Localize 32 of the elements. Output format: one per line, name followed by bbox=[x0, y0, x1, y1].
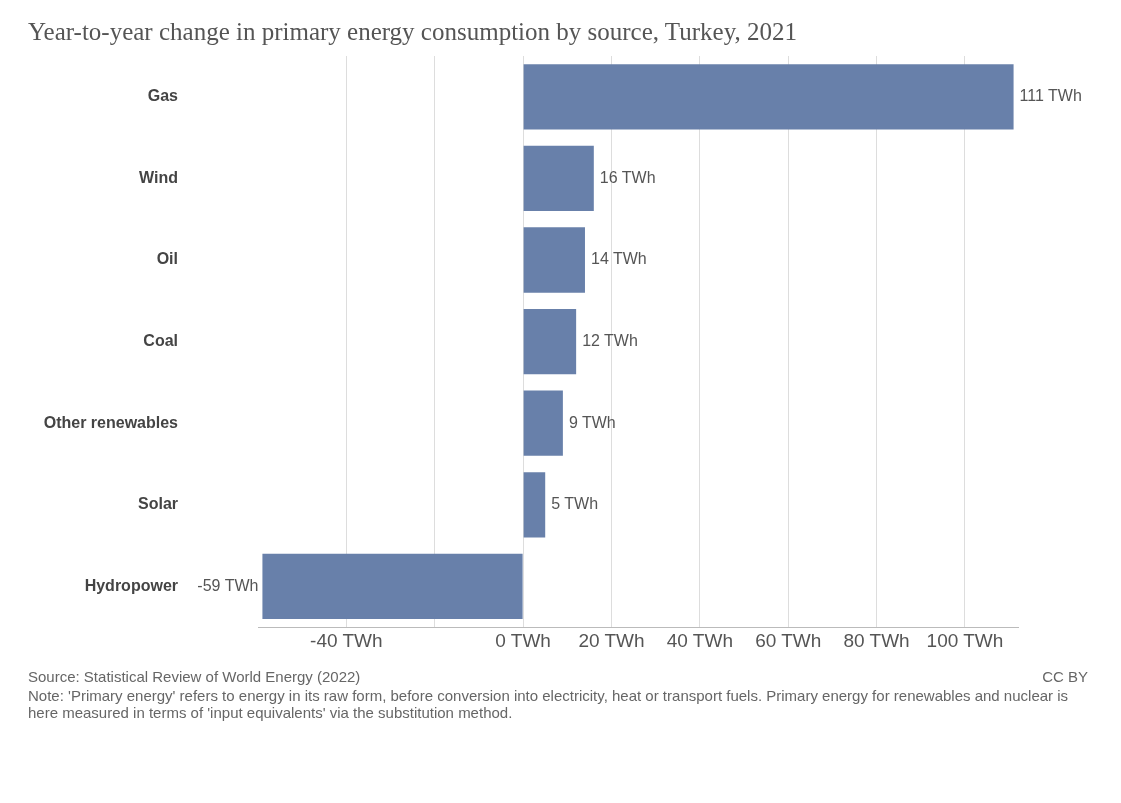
y-tick-label: Solar bbox=[137, 495, 178, 513]
x-tick-label: 80 TWh bbox=[843, 629, 910, 651]
text: Note: 'Primary energy' refers to energy in its raw form, before conversion into electricity, heat or transport fuels. Primary energy for renewables and nuclear is here measured in terms of 'input equivalents' via the substitution method. bbox=[27, 686, 1070, 721]
x-tick-label: 40 TWh bbox=[666, 629, 733, 651]
data-label: 111 TWh bbox=[1019, 87, 1082, 105]
source-note: Source: Statistical Review of World Energy (2022) bbox=[28, 668, 361, 685]
bar bbox=[523, 227, 585, 293]
y-tick-label: Coal bbox=[143, 332, 178, 350]
bar bbox=[523, 64, 1014, 130]
y-tick-label: Other renewables bbox=[43, 413, 179, 431]
bar bbox=[262, 553, 523, 620]
bar bbox=[523, 145, 594, 212]
data-label: 12 TWh bbox=[582, 332, 638, 350]
data-label: 16 TWh bbox=[599, 168, 656, 186]
bar bbox=[523, 472, 546, 538]
bar bbox=[523, 390, 563, 456]
x-tick-label: 100 TWh bbox=[926, 629, 1004, 651]
data-label: 9 TWh bbox=[568, 413, 616, 431]
bar bbox=[523, 308, 577, 375]
data-label: 14 TWh bbox=[590, 250, 647, 268]
y-tick-label: Wind bbox=[139, 168, 178, 186]
y-tick-label: Gas bbox=[147, 87, 179, 105]
data-label: -59 TWh bbox=[197, 576, 259, 594]
x-tick-label: -40 TWh bbox=[310, 629, 383, 651]
chart-title: Year-to-year change in primary energy consumption by source, Turkey, 2021 bbox=[27, 17, 799, 47]
data-label: 5 TWh bbox=[551, 495, 599, 513]
x-tick-label: 20 TWh bbox=[578, 629, 645, 651]
text: CC BY bbox=[1042, 668, 1088, 685]
y-tick-label: Oil bbox=[156, 250, 178, 268]
y-tick-label: Hydropower bbox=[84, 576, 178, 594]
x-tick-label: 0 TWh bbox=[495, 629, 551, 651]
x-tick-label: 60 TWh bbox=[755, 629, 822, 651]
